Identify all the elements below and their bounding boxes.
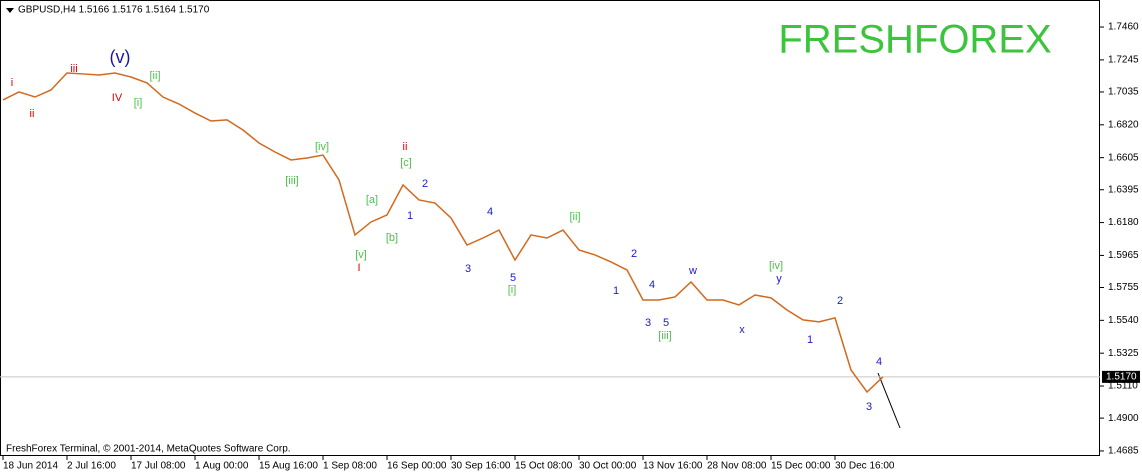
wave-label: y: [776, 273, 782, 285]
wave-label: 3: [465, 263, 471, 275]
x-tick-label: 1 Aug 00:00: [195, 461, 249, 472]
wave-label: [iv]: [769, 260, 783, 272]
wave-label: 2: [837, 295, 843, 307]
y-tick-label: 1.5965: [1108, 250, 1139, 261]
last-price-label: 1.5170: [1106, 372, 1137, 383]
x-tick-label: 15 Oct 08:00: [515, 461, 573, 472]
wave-label: [ii]: [150, 70, 161, 82]
y-tick-label: 1.4685: [1108, 446, 1139, 457]
wave-label: [iii]: [285, 175, 298, 187]
wave-label: 2: [422, 178, 428, 190]
y-tick-label: 1.6395: [1108, 184, 1139, 195]
x-tick-label: 13 Nov 16:00: [643, 461, 703, 472]
y-tick-label: 1.4900: [1108, 413, 1139, 424]
forecast-line: [877, 372, 901, 429]
wave-label: 2: [631, 248, 637, 260]
footer: FreshForex Terminal, © 2001-2014, MetaQu…: [6, 444, 291, 455]
wave-label: (v): [110, 47, 131, 67]
wave-label: [c]: [400, 157, 412, 169]
wave-label: 5: [663, 317, 669, 329]
wave-label: 4: [487, 206, 493, 218]
wave-label: ii: [30, 108, 35, 120]
chart-title: GBPUSD,H4 1.5166 1.5176 1.5164 1.5170: [18, 5, 210, 16]
wave-label: IV: [112, 92, 123, 104]
wave-label: w: [688, 265, 697, 277]
wave-label: 3: [866, 401, 872, 413]
menu-arrow: [6, 8, 14, 13]
wave-label: i: [11, 77, 13, 89]
y-tick-label: 1.7245: [1108, 55, 1139, 66]
wave-label: [i]: [134, 97, 143, 109]
wave-label: [ii]: [570, 211, 581, 223]
y-tick-label: 1.5110: [1108, 381, 1138, 392]
last-price-box: [1102, 370, 1140, 383]
x-tick-label: 30 Sep 16:00: [451, 461, 511, 472]
wave-label: [i]: [508, 284, 517, 296]
x-tick-label: 30 Dec 16:00: [835, 461, 895, 472]
x-tick-label: 18 Jun 2014: [3, 461, 58, 472]
plot-frame: [0, 0, 1100, 456]
wave-label: 1: [613, 285, 619, 297]
wave-label: [iii]: [658, 330, 671, 342]
x-tick-label: 1 Sep 08:00: [323, 461, 377, 472]
wave-label: [v]: [355, 249, 367, 261]
wave-label: 4: [876, 356, 882, 368]
x-tick-label: 28 Nov 08:00: [707, 461, 767, 472]
y-tick-label: 1.6180: [1108, 217, 1139, 228]
wave-label: I: [357, 262, 360, 274]
price-line: [2, 72, 884, 394]
wave-label: ii: [403, 141, 408, 153]
x-tick-label: 15 Dec 00:00: [771, 461, 831, 472]
wave-label: iii: [70, 63, 77, 75]
y-tick-label: 1.5755: [1108, 282, 1139, 293]
y-tick-label: 1.5540: [1108, 315, 1139, 326]
x-tick-label: 16 Sep 00:00: [387, 461, 447, 472]
x-tick-label: 15 Aug 16:00: [259, 461, 318, 472]
y-tick-label: 1.6605: [1108, 152, 1139, 163]
wave-label: 5: [510, 272, 516, 284]
x-tick-label: 2 Jul 16:00: [67, 461, 116, 472]
wave-label: x: [739, 324, 745, 336]
wave-label: [b]: [386, 232, 398, 244]
y-tick-label: 1.7035: [1108, 87, 1139, 98]
wave-label: [a]: [366, 194, 378, 206]
wave-label: [iv]: [315, 141, 329, 153]
watermark: FRESHFOREX: [778, 18, 1051, 62]
wave-label: 4: [649, 279, 655, 291]
y-tick-label: 1.6820: [1108, 119, 1139, 130]
wave-label: 1: [807, 334, 813, 346]
wave-label: 3: [645, 317, 651, 329]
y-tick-label: 1.5325: [1108, 348, 1139, 359]
wave-label: 1: [407, 210, 413, 222]
x-tick-label: 17 Jul 08:00: [131, 461, 186, 472]
x-tick-label: 30 Oct 00:00: [579, 461, 637, 472]
y-tick-label: 1.7460: [1108, 22, 1139, 33]
